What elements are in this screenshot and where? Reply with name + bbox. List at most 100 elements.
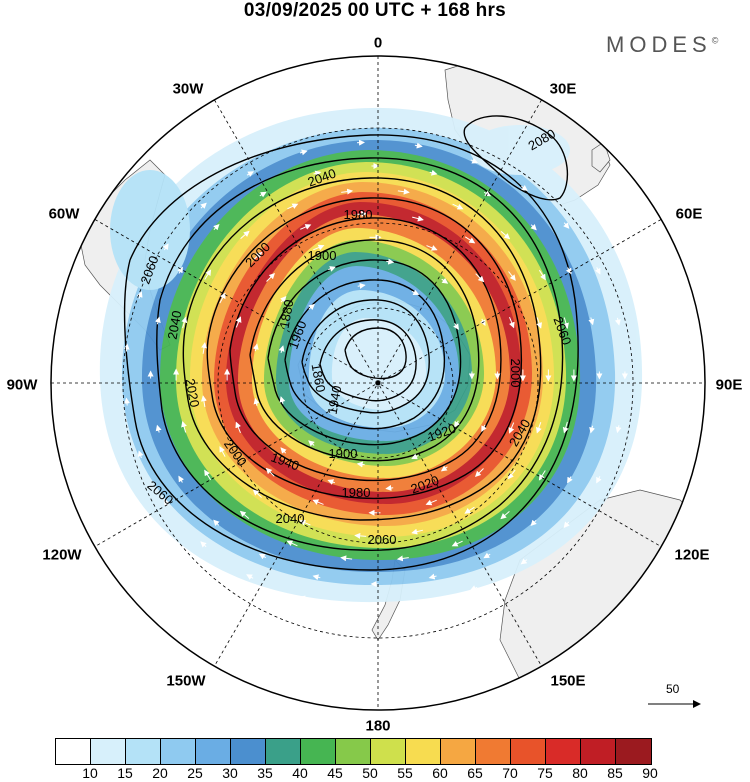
wind-vector [287, 203, 299, 210]
contour-2040 [156, 157, 564, 551]
colorbar-swatch-8 [336, 739, 371, 764]
wind-vector [562, 421, 569, 434]
wind-vector [425, 499, 437, 506]
wind-vector [123, 397, 130, 406]
reference-arrow-icon [648, 700, 701, 708]
contour-label: 2060 [368, 532, 397, 547]
wind-vector [258, 553, 267, 560]
wind-vector [123, 343, 130, 352]
colorbar-tick-label: 50 [362, 765, 378, 781]
colorbar-swatch-2 [126, 739, 161, 764]
wind-vector [594, 267, 601, 275]
contour-label: 2000 [508, 359, 523, 388]
contour-label: 1900 [329, 446, 358, 461]
wind-vector [280, 447, 287, 454]
colorbar-swatch-6 [266, 739, 301, 764]
wind-vector [429, 169, 438, 176]
south-pole-dot [375, 380, 381, 386]
modes-logo: MODES© [606, 32, 718, 58]
wind-vector [299, 149, 308, 156]
wind-vector [469, 585, 478, 591]
colorbar-swatch-0 [56, 739, 91, 764]
wind-vector [312, 499, 324, 505]
wind-vector [235, 316, 242, 328]
contour-label: 2040 [276, 511, 305, 526]
wind-vector [259, 191, 267, 198]
colorbar-swatch-1 [91, 739, 126, 764]
wind-vector [596, 476, 602, 484]
wind-vector [563, 317, 569, 330]
wind-vector [521, 184, 528, 191]
colorbar-tick-label: 45 [327, 765, 343, 781]
wind-vectors [123, 139, 628, 611]
wind-vector [397, 188, 410, 195]
wind-vector [507, 469, 516, 480]
wind-vector [286, 540, 298, 547]
chart-title: 03/09/2025 00 UTC + 168 hrs [243, 0, 507, 21]
colorbar-tick-label: 15 [117, 765, 133, 781]
wind-vector [253, 251, 263, 261]
wind-vector [235, 421, 241, 433]
contour-1980 [229, 217, 502, 482]
wind-vector [313, 170, 322, 177]
colorbar-tick-label: 70 [502, 765, 518, 781]
wind-vector [239, 510, 250, 519]
contour-label: 2020 [183, 377, 203, 408]
wind-vector [530, 224, 537, 231]
wind-vector [177, 266, 183, 274]
wind-vector [162, 243, 169, 251]
wind-vector [565, 267, 572, 275]
wind-vector [441, 277, 449, 284]
wind-vector [508, 422, 515, 434]
wind-vector [588, 317, 595, 326]
wind-vector [181, 316, 188, 329]
wind-vector [538, 269, 546, 281]
wind-vector [520, 558, 528, 565]
colorbar-swatch-11 [441, 739, 476, 764]
brand-text: MODES [606, 32, 712, 57]
wind-vector [201, 342, 208, 354]
contour-label: 1940 [325, 384, 345, 415]
colorbar-tick-label: 25 [187, 765, 203, 781]
wind-vector [500, 511, 510, 520]
colorbar-tick-label: 20 [152, 765, 168, 781]
contour-1940 [267, 259, 462, 446]
colorbar-swatch-9 [371, 739, 406, 764]
wind-vector [204, 269, 212, 280]
lon-label-150e: 150E [550, 672, 586, 690]
colorbar-swatch-16 [616, 739, 651, 764]
wind-vector [340, 555, 353, 562]
colorbar-swatch-14 [546, 739, 581, 764]
lon-label-150w: 150W [166, 672, 206, 690]
wind-vector [200, 541, 207, 548]
wind-vector [530, 519, 537, 527]
wind-vector [328, 266, 336, 272]
contour-1860 [344, 327, 407, 380]
wind-speed-shading [99, 107, 643, 603]
wind-vector [313, 244, 325, 251]
contour-2080 [463, 115, 569, 201]
wind-vector [327, 479, 336, 485]
wind-vector [509, 317, 515, 329]
contour-2000 [206, 197, 522, 500]
colorbar-tick-label: 85 [607, 765, 623, 781]
wind-vector [413, 600, 422, 607]
wind-vector [563, 222, 570, 229]
wind-vector [356, 461, 365, 468]
wind-vector [563, 521, 570, 529]
contour-label: 1980 [342, 485, 371, 500]
colorbar-swatch-4 [196, 739, 231, 764]
wind-vector [483, 552, 491, 559]
lon-label-120w: 120W [42, 546, 82, 564]
wind-vector [265, 467, 275, 477]
colorbar-tick-label: 10 [82, 765, 98, 781]
wind-vector [200, 395, 207, 408]
wind-vector [464, 236, 476, 244]
wind-vector [386, 258, 395, 265]
wind-vector [428, 573, 437, 580]
colorbar-swatch-5 [231, 739, 266, 764]
wind-vector [452, 203, 464, 210]
wind-vector [178, 475, 185, 483]
colorbar-swatch-10 [406, 739, 441, 764]
wind-vector [538, 470, 546, 481]
